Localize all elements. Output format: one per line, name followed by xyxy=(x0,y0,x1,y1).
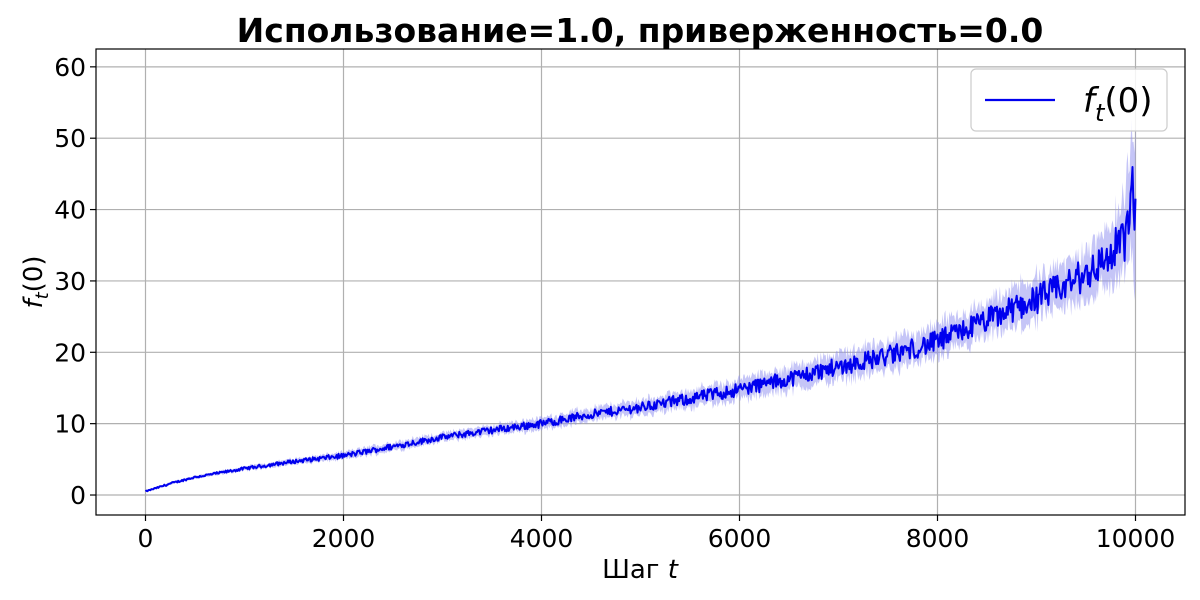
y-tick-label: 60 xyxy=(54,53,86,82)
y-tick-label: 50 xyxy=(54,124,86,153)
x-tick-label: 8000 xyxy=(906,524,970,553)
x-tick-label: 6000 xyxy=(708,524,772,553)
x-axis-label-text: Шаг xyxy=(602,555,659,585)
x-tick-label: 0 xyxy=(138,524,154,553)
y-tick-label: 0 xyxy=(70,481,86,510)
y-tick-label: 20 xyxy=(54,338,86,367)
y-tick-label: 40 xyxy=(54,196,86,225)
series-lines xyxy=(144,166,1137,493)
chart-title: Использование=1.0, приверженность=0.0 xyxy=(237,11,1044,50)
x-tick-label: 10000 xyxy=(1096,524,1176,553)
legend-label-suffix: (0) xyxy=(1104,81,1152,121)
y-axis: 0 10 20 30 40 50 60 xyxy=(54,53,96,510)
x-axis-label: Шаг t xyxy=(602,555,679,585)
x-tick-label: 4000 xyxy=(510,524,574,553)
legend-label: ft(0) xyxy=(1083,81,1153,127)
y-axis-label-suffix: (0) xyxy=(19,255,49,292)
y-tick-label: 30 xyxy=(54,267,86,296)
y-axis-label-sub: t xyxy=(32,291,53,299)
x-axis: 0 2000 4000 6000 8000 10000 xyxy=(138,515,1176,553)
legend: ft(0) xyxy=(970,68,1168,132)
x-axis-label-var: t xyxy=(668,555,679,585)
legend-label-sub: t xyxy=(1095,99,1106,127)
grid xyxy=(96,49,1185,515)
series-line xyxy=(144,166,1137,493)
y-axis-label: ft(0) xyxy=(19,255,53,308)
legend-box xyxy=(970,68,1168,132)
y-tick-label: 10 xyxy=(54,410,86,439)
x-tick-label: 2000 xyxy=(312,524,376,553)
plot-frame xyxy=(95,48,1186,516)
